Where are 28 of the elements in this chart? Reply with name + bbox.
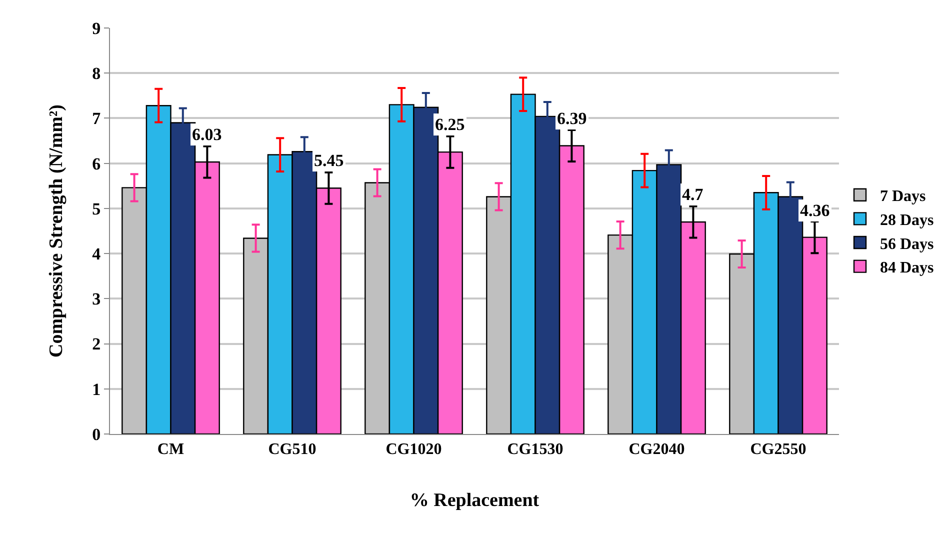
data-label: 5.45 xyxy=(314,151,344,170)
x-tick-label: CG2040 xyxy=(628,441,685,458)
y-tick-label: 3 xyxy=(92,290,101,309)
y-tick-label: 4 xyxy=(92,244,102,264)
legend-label: 56 Days xyxy=(880,236,934,253)
x-tick-label: CG2550 xyxy=(750,441,806,458)
x-tick-label: CG1020 xyxy=(386,441,442,458)
legend-label: 28 Days xyxy=(880,212,934,229)
y-tick-label: 9 xyxy=(92,18,101,38)
y-tick-label: 2 xyxy=(92,334,101,354)
data-label: 4.7 xyxy=(682,185,704,204)
y-tick-label: 0 xyxy=(92,424,101,444)
y-axis-title: Compressive Strength (N/mm²) xyxy=(46,104,67,358)
x-tick-label: CG1530 xyxy=(507,441,564,458)
x-tick-label: CG510 xyxy=(268,441,316,458)
data-label: 6.03 xyxy=(192,125,222,144)
x-tick-label: CM xyxy=(157,441,184,458)
y-tick-label: 1 xyxy=(92,380,101,399)
y-tick-label: 5 xyxy=(92,199,101,218)
legend-label: 7 Days xyxy=(880,188,926,206)
x-axis-title: % Replacement xyxy=(410,490,540,511)
y-tick-label: 8 xyxy=(92,64,101,84)
data-label: 6.25 xyxy=(435,115,465,134)
y-tick-label: 7 xyxy=(92,109,102,128)
y-tick-label: 6 xyxy=(92,154,101,174)
legend-label: 84 Days xyxy=(880,260,934,277)
data-label: 6.39 xyxy=(557,109,587,128)
data-label: 4.36 xyxy=(800,201,830,220)
